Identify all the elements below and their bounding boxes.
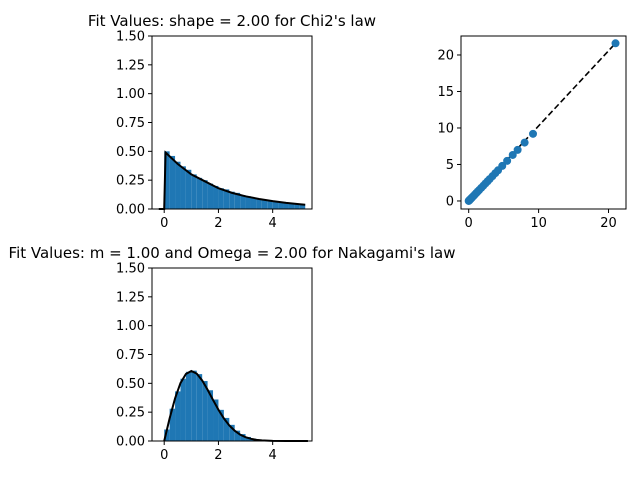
qq-point <box>520 138 529 147</box>
nakagami-bar <box>191 370 197 441</box>
nakagami-x-ticks: 0 2 4 <box>160 441 277 463</box>
nakagami-y-tick-label: 1.25 <box>116 290 145 305</box>
chi2-bar <box>278 202 284 209</box>
chi2-y-tick-label: 1.50 <box>116 30 145 45</box>
chi2-bar <box>164 151 170 209</box>
chi2-bar <box>240 195 246 209</box>
nakagami-bar <box>229 424 235 441</box>
nakagami-histogram-bars <box>164 370 306 441</box>
nakagami-bar <box>213 399 219 441</box>
chi2-bar <box>175 161 181 209</box>
chi2-bar <box>288 203 295 209</box>
nakagami-bar <box>207 390 214 441</box>
nakagami-bar <box>196 374 203 441</box>
qq-point <box>513 145 522 154</box>
chi2-bar <box>202 180 208 209</box>
chi2-y-tick-label: 0.50 <box>116 145 145 160</box>
qq-point <box>508 150 517 159</box>
chi2-bar <box>223 189 230 209</box>
qq-x-tick-label: 10 <box>530 216 547 231</box>
qq-x-tick-label: 20 <box>600 216 617 231</box>
qq-scatter-axes: 0 10 20 0 5 10 15 20 <box>437 35 627 231</box>
qq-y-tick-label: 20 <box>437 48 454 63</box>
chi2-y-tick-label: 1.00 <box>116 87 145 102</box>
chi2-bar <box>229 191 235 209</box>
chi2-x-tick-label: 0 <box>160 216 168 231</box>
qq-point <box>529 129 538 138</box>
nakagami-bar <box>164 429 170 441</box>
nakagami-y-tick-label: 0.25 <box>116 406 145 421</box>
chi2-bar <box>207 183 214 209</box>
chi2-y-tick-label: 1.25 <box>116 58 145 73</box>
nakagami-bar <box>240 434 246 441</box>
nakagami-bar <box>202 381 208 441</box>
qq-point <box>503 156 512 165</box>
chi2-bar <box>180 166 186 209</box>
nakagami-y-tick-label: 0.50 <box>116 377 145 392</box>
chi2-bar <box>213 185 219 209</box>
nakagami-bar <box>169 408 176 441</box>
chi2-bar <box>256 198 262 209</box>
chi2-bar <box>245 196 251 209</box>
chi2-bar <box>272 201 279 209</box>
nakagami-bar <box>223 417 230 441</box>
chi2-x-tick-label: 2 <box>214 216 222 231</box>
chi2-fit-line <box>158 150 306 210</box>
nakagami-y-tick-label: 0.00 <box>116 435 145 450</box>
chi2-bar <box>261 199 268 209</box>
chi2-histogram-axes: Fit Values: shape = 2.00 for Chi2's law … <box>88 12 376 231</box>
qq-axes-frame <box>460 35 627 210</box>
chi2-bar <box>294 203 300 209</box>
chi2-bar <box>267 200 273 209</box>
chi2-bar <box>234 192 241 209</box>
nakagami-bar <box>234 430 241 441</box>
chi2-bar <box>250 197 257 209</box>
qq-scatter-points <box>464 39 620 205</box>
qq-point <box>611 39 620 48</box>
qq-y-ticks: 0 5 10 15 20 <box>437 48 461 209</box>
chi2-bar <box>169 155 176 209</box>
qq-point <box>498 161 507 170</box>
nakagami-histogram-axes: Fit Values: m = 1.00 and Omega = 2.00 fo… <box>9 244 456 463</box>
chi2-x-ticks: 0 2 4 <box>160 209 277 231</box>
nakagami-chart-title: Fit Values: m = 1.00 and Omega = 2.00 fo… <box>9 244 456 262</box>
nakagami-y-tick-label: 1.00 <box>116 319 145 334</box>
nakagami-y-tick-label: 0.75 <box>116 348 145 363</box>
qq-y-tick-label: 10 <box>437 121 454 136</box>
chi2-bar <box>299 204 306 209</box>
chi2-bar <box>185 169 192 209</box>
chi2-chart-title: Fit Values: shape = 2.00 for Chi2's law <box>88 12 376 30</box>
qq-x-ticks: 0 10 20 <box>465 209 617 231</box>
chi2-bar <box>218 188 224 209</box>
chi2-histogram-bars <box>164 151 306 209</box>
nakagami-x-tick-label: 2 <box>214 448 222 463</box>
nakagami-x-tick-label: 0 <box>160 448 168 463</box>
chi2-bar <box>196 177 203 209</box>
nakagami-bar <box>180 378 186 441</box>
chi2-bar <box>191 174 197 209</box>
nakagami-y-tick-label: 1.50 <box>116 262 145 277</box>
qq-y-tick-label: 15 <box>437 85 454 100</box>
chi2-y-tick-label: 0.75 <box>116 116 145 131</box>
qq-y-tick-label: 0 <box>446 194 454 209</box>
chi2-y-tick-label: 0.00 <box>116 203 145 218</box>
qq-y-tick-label: 5 <box>446 158 454 173</box>
nakagami-bar <box>185 371 192 441</box>
nakagami-x-tick-label: 4 <box>269 448 277 463</box>
nakagami-bar <box>218 409 224 441</box>
chi2-fit-curve <box>158 150 306 210</box>
chi2-bar <box>283 202 289 209</box>
chi2-y-ticks: 0.00 0.25 0.50 0.75 1.00 1.25 1.50 <box>116 30 152 218</box>
nakagami-y-ticks: 0.00 0.25 0.50 0.75 1.00 1.25 1.50 <box>116 262 152 450</box>
chi2-y-tick-label: 0.25 <box>116 174 145 189</box>
qq-x-tick-label: 0 <box>465 216 473 231</box>
nakagami-bar <box>175 391 181 441</box>
chi2-x-tick-label: 4 <box>269 216 277 231</box>
